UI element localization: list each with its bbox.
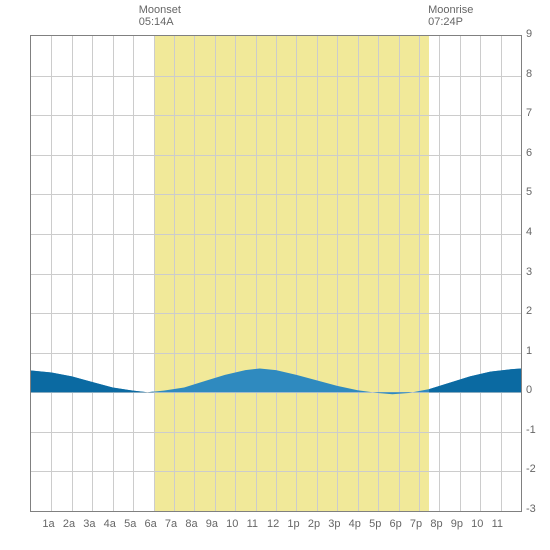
x-tick-label: 5p <box>369 518 381 530</box>
tide-area-night <box>429 369 521 393</box>
moonrise-label-time: 07:24P <box>428 16 473 28</box>
x-tick-label: 2a <box>63 518 75 530</box>
plot-area <box>30 35 522 512</box>
y-tick-label: 3 <box>526 266 532 278</box>
moonrise-label-title: Moonrise <box>428 4 473 16</box>
tide-area-night <box>31 370 154 392</box>
x-tick-label: 5a <box>124 518 136 530</box>
x-tick-label: 4a <box>104 518 116 530</box>
x-tick-label: 9p <box>451 518 463 530</box>
y-tick-label: -1 <box>526 424 536 436</box>
x-tick-label: 8p <box>430 518 442 530</box>
x-tick-label: 12 <box>267 518 279 530</box>
x-tick-label: 6p <box>390 518 402 530</box>
y-tick-label: 0 <box>526 384 532 396</box>
y-tick-label: 2 <box>526 305 532 317</box>
x-tick-label: 4p <box>349 518 361 530</box>
y-tick-label: 8 <box>526 68 532 80</box>
x-tick-label: 10 <box>226 518 238 530</box>
tide-wave <box>31 36 521 511</box>
x-tick-label: 1a <box>42 518 54 530</box>
moonrise-label: Moonrise07:24P <box>428 4 473 28</box>
x-tick-label: 7p <box>410 518 422 530</box>
x-tick-label: 3p <box>328 518 340 530</box>
y-tick-label: 7 <box>526 107 532 119</box>
y-tick-label: 5 <box>526 186 532 198</box>
y-tick-label: 4 <box>526 226 532 238</box>
moonset-label-title: Moonset <box>139 4 181 16</box>
y-tick-label: 1 <box>526 345 532 357</box>
x-tick-label: 2p <box>308 518 320 530</box>
y-tick-label: 6 <box>526 147 532 159</box>
x-tick-label: 6a <box>145 518 157 530</box>
y-tick-label: -3 <box>526 503 536 515</box>
x-tick-label: 9a <box>206 518 218 530</box>
x-tick-label: 3a <box>83 518 95 530</box>
moonset-label-time: 05:14A <box>139 16 181 28</box>
x-tick-label: 11 <box>492 518 503 530</box>
x-tick-label: 8a <box>185 518 197 530</box>
x-tick-label: 7a <box>165 518 177 530</box>
y-tick-label: -2 <box>526 463 536 475</box>
moonset-label: Moonset05:14A <box>139 4 181 28</box>
x-tick-label: 1p <box>287 518 299 530</box>
x-tick-label: 10 <box>471 518 483 530</box>
y-tick-label: 9 <box>526 28 532 40</box>
tide-chart: -3-2-101234567891a2a3a4a5a6a7a8a9a101112… <box>0 0 550 550</box>
x-tick-label: 11 <box>247 518 258 530</box>
